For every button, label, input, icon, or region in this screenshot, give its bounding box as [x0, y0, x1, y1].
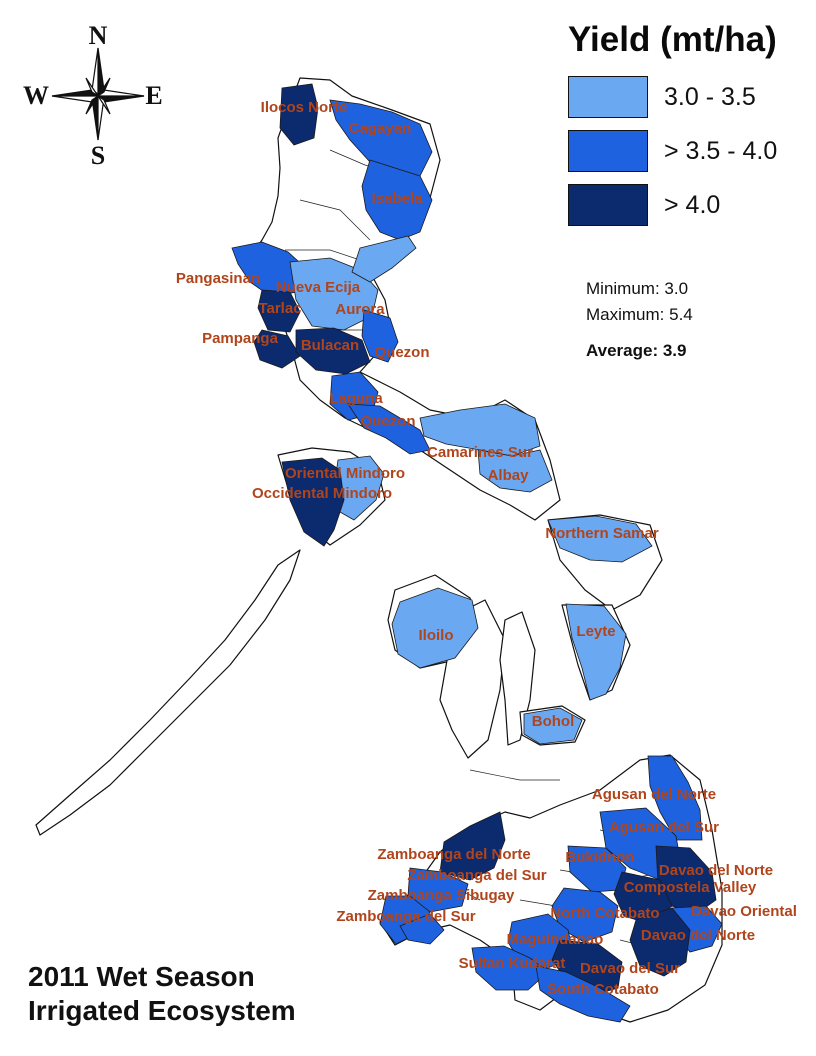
- legend-title: Yield (mt/ha): [568, 20, 777, 59]
- province-agusan-del-norte: [647, 755, 703, 841]
- province-bulacan: [295, 327, 371, 375]
- province-sultan-kudarat: [471, 945, 549, 991]
- map-title: 2011 Wet Season Irrigated Ecosystem: [28, 960, 296, 1028]
- province-label-albay: Albay: [488, 467, 530, 484]
- province-albay: [477, 449, 553, 493]
- province-label-agusan-del-sur: Agusan del Sur: [609, 819, 719, 836]
- province-camarines-sur: [419, 403, 541, 457]
- legend-swatch-high: [568, 184, 648, 226]
- province-label-zamboanga-del-sur: Zamboanga del Sur: [336, 908, 475, 925]
- legend-item-low: 3.0 - 3.5: [568, 76, 756, 118]
- province-label-bohol: Bohol: [532, 713, 575, 730]
- province-label-northern-samar: Northern Samar: [545, 525, 659, 542]
- palawan-outline: [35, 549, 301, 836]
- province-bohol: [523, 707, 583, 745]
- map-title-line2: Irrigated Ecosystem: [28, 995, 296, 1026]
- map-title-line1: 2011 Wet Season: [28, 961, 255, 992]
- province-label-davao-del-norte: Davao del Norte: [659, 862, 773, 879]
- province-label-north-cotabato: North Cotabato: [550, 905, 659, 922]
- province-label-leyte: Leyte: [576, 623, 615, 640]
- legend-item-high: > 4.0: [568, 184, 720, 226]
- province-label-iloilo: Iloilo: [419, 627, 454, 644]
- province-pampanga: [253, 329, 301, 369]
- province-label-camarines-sur: Camarines Sur: [427, 444, 533, 461]
- province-label-compostela-valley: Compostela Valley: [624, 879, 757, 896]
- province-occidental-mindoro: [281, 457, 345, 547]
- province-label-zamboanga-sibugay: Zamboanga Sibugay: [368, 887, 515, 904]
- legend-swatch-low: [568, 76, 648, 118]
- province-label-agusan-del-norte: Agusan del Norte: [592, 786, 716, 803]
- province-quezon: [347, 403, 431, 455]
- legend-label-low: 3.0 - 3.5: [664, 82, 756, 111]
- province-label-pampanga: Pampanga: [202, 330, 279, 347]
- province-ilocos-norte: [279, 83, 319, 146]
- province-label-isabela: Isabela: [372, 190, 424, 207]
- legend-label-high: > 4.0: [664, 190, 721, 219]
- province-label-zamboanga-del-norte: Zamboanga del Norte: [377, 846, 530, 863]
- province-label-south-cotabato: South Cotabato: [547, 981, 659, 998]
- province-label-oriental-mindoro: Oriental Mindoro: [285, 465, 405, 482]
- province-iloilo: [391, 587, 479, 669]
- province-north-cotabato: [551, 887, 619, 943]
- compass-south-label: S: [91, 141, 105, 170]
- compass-rose: N S W E: [23, 21, 163, 170]
- province-label-laguna: Laguna: [329, 390, 383, 407]
- province-label-occidental-mindoro: Occidental Mindoro: [252, 485, 392, 502]
- province-label-zamboanga-del-sur: Zamboanga del Sur: [407, 867, 546, 884]
- legend-item-mid: > 3.5 - 4.0: [568, 130, 777, 172]
- province-label-maguindanao: Maguindanao: [507, 931, 604, 948]
- province-leyte: [565, 603, 627, 701]
- province-label-davao-del-norte: Davao del Norte: [641, 927, 755, 944]
- province-label-bukidnon: Bukidnon: [565, 849, 634, 866]
- stat-minimum: Minimum: 3.0: [586, 279, 689, 298]
- compass-east-label: E: [145, 81, 162, 110]
- province-label-aurora: Aurora: [335, 301, 385, 318]
- province-label-davao-del-sur: Davao del Sur: [580, 960, 680, 977]
- compass-west-label: W: [23, 81, 49, 110]
- province-davao-del-norte: [629, 907, 691, 977]
- province-tarlac: [257, 289, 301, 333]
- compass-star-icon: [51, 47, 145, 141]
- province-label-tarlac: Tarlac: [258, 300, 301, 317]
- province-label-quezon: Quezon: [361, 413, 416, 430]
- province-south-cotabato: [535, 965, 631, 1023]
- province-label-ilocos-norte: Ilocos Norte: [261, 99, 348, 116]
- province-label-cagayan: Cagayan: [349, 120, 412, 137]
- province-aurora: [351, 235, 417, 283]
- province-label-quezon: Quezon: [375, 344, 430, 361]
- province-label-davao-oriental: Davao Oriental: [691, 903, 797, 920]
- province-zamboanga-del-sur: [399, 913, 445, 945]
- legend-swatch-mid: [568, 130, 648, 172]
- compass-north-label: N: [89, 21, 108, 50]
- province-label-pangasinan: Pangasinan: [176, 270, 260, 287]
- stat-maximum: Maximum: 5.4: [586, 305, 693, 324]
- province-label-nueva-ecija: Nueva Ecija: [276, 279, 361, 296]
- province-label-bulacan: Bulacan: [301, 337, 359, 354]
- stat-average: Average: 3.9: [586, 341, 687, 360]
- province-northern-samar: [547, 515, 653, 563]
- province-quezon: [361, 309, 399, 363]
- province-label-sultan-kudarat: Sultan Kudarat: [459, 955, 566, 972]
- legend-label-mid: > 3.5 - 4.0: [664, 136, 778, 165]
- yield-statistics: Minimum: 3.0 Maximum: 5.4 Average: 3.9: [586, 276, 693, 364]
